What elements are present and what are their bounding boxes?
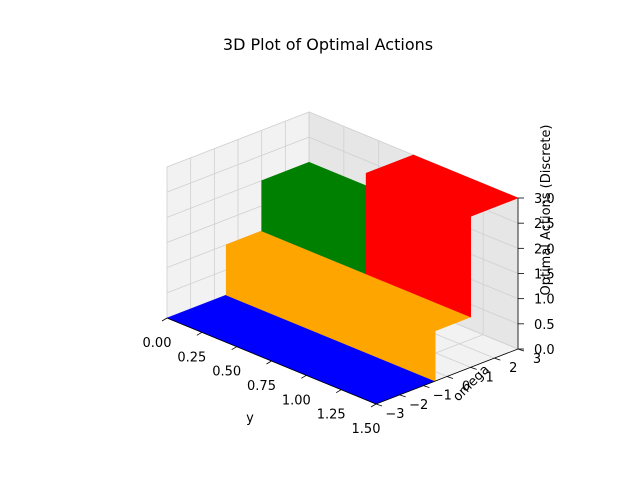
x-tick-label: 0.00 bbox=[143, 336, 172, 351]
z-tick-label: 0.0 bbox=[534, 343, 555, 358]
y-tick-label: −3 bbox=[385, 407, 404, 422]
x-tick-mark bbox=[301, 374, 307, 379]
y-tick-label: 2 bbox=[509, 361, 517, 376]
x-tick-label: 0.50 bbox=[212, 365, 241, 380]
surface bbox=[166, 154, 519, 405]
gridline-z-left bbox=[166, 136, 310, 193]
x-tick-label: 0.75 bbox=[247, 379, 276, 394]
y-tick-mark bbox=[423, 385, 430, 389]
chart-title: 3D Plot of Optimal Actions bbox=[223, 35, 433, 54]
y-tick-label: 1 bbox=[486, 370, 494, 385]
y-tick-mark bbox=[470, 366, 477, 370]
x-tick-mark bbox=[161, 317, 168, 322]
y-tick-mark bbox=[375, 403, 383, 407]
x-tick-mark bbox=[231, 346, 237, 351]
x-tick-label: 1.00 bbox=[282, 393, 311, 408]
z-tick-label: 0.5 bbox=[534, 318, 555, 333]
z-tick-label: 1.0 bbox=[534, 293, 555, 308]
x-tick-label: 1.50 bbox=[352, 422, 381, 437]
x-axis-label: y bbox=[246, 411, 254, 426]
y-tick-mark bbox=[446, 376, 454, 379]
x-tick-mark bbox=[196, 331, 203, 336]
y-tick-mark bbox=[399, 394, 406, 398]
y-tick-label: 0 bbox=[462, 380, 470, 395]
z-axis-label: Optimal Actions (Discrete) bbox=[539, 124, 554, 295]
axes-lines bbox=[161, 197, 525, 408]
surface-step-0-1 bbox=[225, 244, 436, 382]
z-tick-label: 1.5 bbox=[534, 268, 555, 283]
gridline-z-left bbox=[166, 111, 310, 168]
x-tick-mark bbox=[370, 403, 377, 408]
y-tick-mark bbox=[494, 357, 501, 361]
y-tick-label: −2 bbox=[409, 398, 428, 413]
z-tick-label: 2.5 bbox=[534, 217, 555, 232]
x-tick-mark bbox=[266, 360, 272, 365]
x-tick-label: 0.25 bbox=[177, 350, 206, 365]
x-tick-mark bbox=[335, 389, 342, 394]
z-tick-label: 2.0 bbox=[534, 242, 555, 257]
y-tick-label: −1 bbox=[433, 389, 452, 404]
z-tick-label: 3.0 bbox=[534, 192, 555, 207]
y-tick-label: 3 bbox=[533, 352, 541, 367]
tick-labels: 0.000.250.500.751.001.251.50−3−2−101230.… bbox=[143, 192, 555, 437]
x-tick-label: 1.25 bbox=[317, 408, 346, 423]
